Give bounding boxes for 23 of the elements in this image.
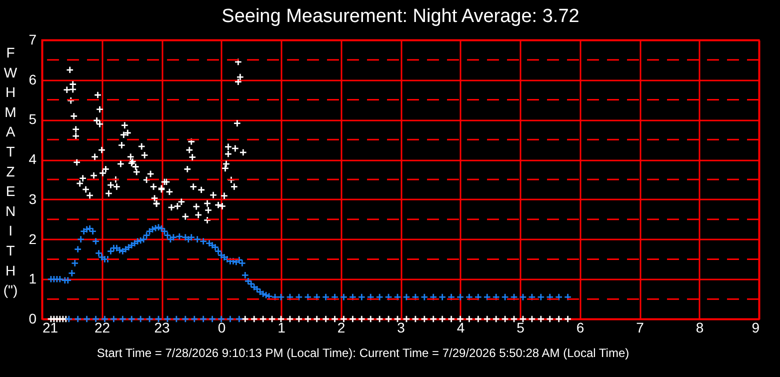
x-tick-label: 9 xyxy=(752,320,760,336)
x-tick-label: 2 xyxy=(337,320,346,336)
x-tick-label: 5 xyxy=(516,320,525,336)
x-tick-label: 23 xyxy=(154,320,170,336)
x-tick-label: 7 xyxy=(636,320,644,336)
y-tick-label: 4 xyxy=(28,151,37,168)
y-tick-label: 5 xyxy=(28,111,37,128)
x-tick-label: 6 xyxy=(576,320,584,336)
x-tick-label: 22 xyxy=(94,320,110,336)
chart-title: Seeing Measurement: Night Average: 3.72 xyxy=(222,6,580,27)
text: FWHM AT ZENITH (") xyxy=(3,44,18,298)
y-tick-label: 7 xyxy=(28,32,37,48)
y-tick-label: 2 xyxy=(28,230,37,247)
x-tick-label: 8 xyxy=(696,320,704,336)
x-tick-label: 4 xyxy=(456,320,465,336)
text: Start Time = 7/28/2026 9:10:13 PM (Local Time): Current Time = 7/29/2026 5:50:28 AM (Local Time) xyxy=(96,346,630,360)
y-tick-label: 3 xyxy=(28,190,37,207)
x-tick-label: 21 xyxy=(42,320,58,336)
x-tick-label: 0 xyxy=(218,320,226,336)
x-tick-label: 3 xyxy=(397,320,406,336)
y-tick-label: 6 xyxy=(28,71,37,88)
y-tick-label: 1 xyxy=(28,270,37,287)
x-tick-label: 1 xyxy=(278,320,286,336)
